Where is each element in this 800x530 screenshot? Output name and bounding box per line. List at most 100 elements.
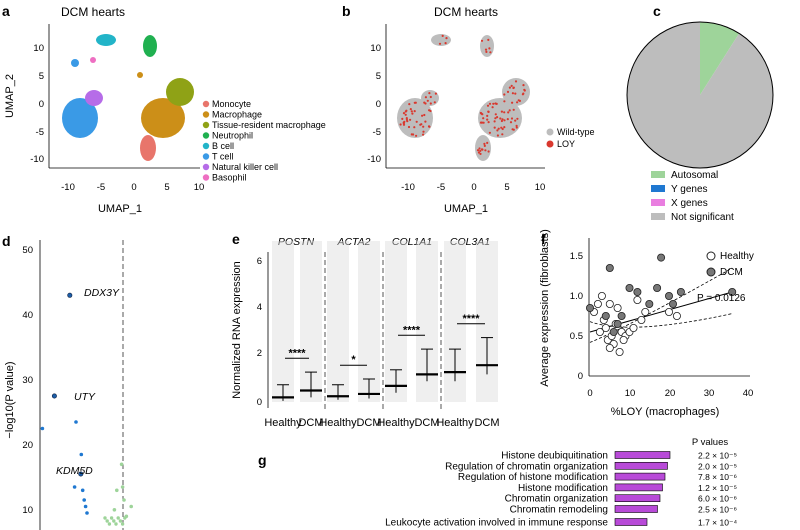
term-label: Regulation of chromatin organization (445, 461, 608, 472)
loy-cell (512, 86, 515, 89)
panel-a-label: a (2, 3, 10, 19)
legend-label: Autosomal (671, 170, 718, 181)
loy-cell (441, 34, 444, 38)
loy-cell (407, 125, 411, 129)
panel-b-title: DCM hearts (434, 5, 498, 19)
legend-dcm-label: DCM (720, 267, 743, 278)
panel-g-bars: Histone deubiquitination 2.2 × 10⁻⁵ Regula… (385, 451, 737, 529)
panel-d-ytick: 50 (22, 245, 33, 256)
panel-f-ytick: 0 (578, 371, 583, 382)
legend-label: Monocyte (212, 99, 251, 109)
loy-cell (433, 101, 436, 104)
panel-f-ytick: 1.0 (570, 291, 583, 302)
loy-cell (488, 47, 491, 50)
panel-d-ytick: 20 (22, 440, 33, 451)
loy-cell (503, 126, 506, 129)
loy-cell (486, 104, 490, 107)
loy-cell (424, 96, 427, 99)
point-dcm (653, 283, 662, 292)
loy-cell (424, 120, 427, 123)
panel-d-ylabel: −log10(P value) (4, 361, 16, 438)
term-pvalue: 1.7 × 10⁻⁴ (698, 518, 737, 528)
loy-cell (482, 117, 485, 120)
loy-cell (499, 117, 502, 120)
loy-cell (445, 37, 448, 40)
loy-cell (501, 133, 504, 136)
point-healthy (605, 343, 614, 352)
loy-cell (486, 141, 489, 144)
loy-cell (516, 117, 519, 120)
loy-cell (506, 90, 510, 93)
group-label-healthy: Healthy (436, 417, 474, 429)
point-healthy (593, 299, 602, 308)
loy-cell (476, 149, 480, 152)
loy-cell (516, 101, 519, 104)
legend-label: T cell (212, 152, 233, 162)
panel-f-points (586, 253, 737, 356)
loy-cell (508, 109, 511, 112)
point-autosomal (120, 522, 125, 526)
point-healthy (672, 311, 681, 320)
panel-g: g P values Histone deubiquitination 2.2 ×… (258, 437, 737, 529)
point-healthy (637, 315, 646, 324)
loy-cell (501, 127, 504, 131)
point-healthy (619, 335, 628, 344)
gene-header-col3a1: COL3A1 (450, 236, 490, 248)
loy-cell (422, 125, 425, 128)
loy-cell (422, 133, 425, 136)
panel-f-pvalue: P = 0.0126 (697, 293, 746, 304)
panel-f-xtick: 0 (587, 388, 592, 399)
panel-g-label: g (258, 452, 267, 468)
panel-a-xlabel: UMAP_1 (98, 203, 142, 215)
point-autosomal (103, 516, 107, 520)
loy-cell (511, 92, 514, 95)
term-pvalue: 1.2 × 10⁻⁵ (698, 483, 737, 493)
panel-d-ytick: 40 (22, 310, 33, 321)
point-dcm (617, 311, 626, 320)
gene-label-ddx3y: DDX3Y (84, 287, 120, 299)
panel-f: f 1.5 1.0 0.5 0 0 10 20 30 40 %LOY (macr… (539, 229, 754, 418)
point-autosomal (107, 522, 112, 526)
group-label-healthy: Healthy (319, 417, 357, 429)
loy-cell (421, 114, 424, 117)
point-healthy (601, 323, 610, 332)
point-autosomal (119, 462, 124, 467)
legend-loy-marker (546, 140, 554, 148)
loy-cell (522, 84, 525, 87)
legend-wildtype-label: Wild-type (557, 127, 595, 137)
point-y-gene (83, 504, 88, 509)
panel-a-xtick: -10 (61, 182, 75, 193)
loy-cell (514, 80, 518, 83)
loy-cell (444, 42, 447, 45)
point-dcm (625, 283, 634, 292)
panel-b-ytick: -10 (367, 154, 381, 165)
legend-label: X genes (671, 198, 708, 209)
group-label-dcm: DCM (356, 417, 381, 429)
loy-cell (405, 118, 408, 121)
legend-swatch (651, 213, 665, 220)
significance-stars: * (351, 354, 356, 366)
loy-cell (514, 119, 517, 122)
panel-d: d 50 40 30 20 10 −log10(P value) DDX3Y U… (2, 233, 133, 530)
loy-cell (479, 149, 482, 152)
wildtype-cluster (475, 135, 491, 161)
loy-cell (487, 110, 490, 113)
loy-cell (405, 109, 408, 112)
point-dcm (657, 253, 666, 262)
point-dcm (665, 291, 674, 300)
loy-cell (423, 113, 426, 117)
gene-header-col1a1: COL1A1 (392, 236, 432, 248)
term-bar (614, 505, 658, 513)
loy-cell (510, 101, 514, 104)
loy-cell (401, 117, 404, 120)
loy-cell (523, 88, 526, 91)
panel-b-ytick: -5 (373, 127, 381, 138)
point-kdm5d (78, 471, 84, 477)
point-autosomal (115, 488, 119, 493)
loy-cell (413, 126, 416, 129)
point-y-gene (40, 426, 45, 431)
loy-cell (510, 84, 513, 87)
gene-label-kdm5d: KDM5D (56, 465, 93, 477)
loy-cell (500, 110, 503, 113)
panel-g-pheader: P values (692, 437, 729, 448)
